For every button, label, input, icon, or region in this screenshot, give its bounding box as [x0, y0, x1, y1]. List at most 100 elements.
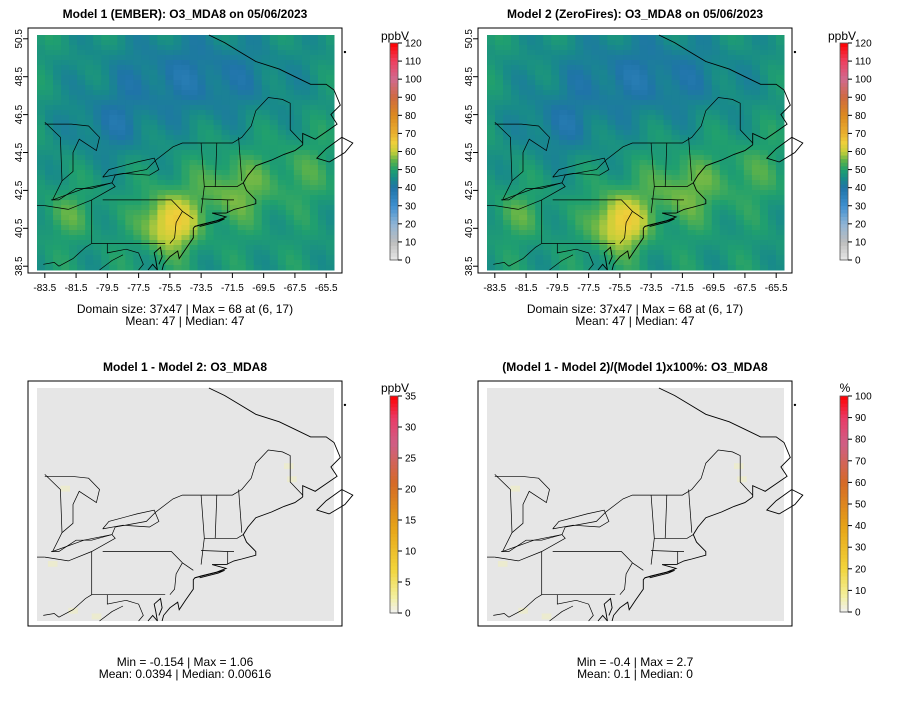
- heatmap-cell: [775, 260, 785, 266]
- heatmap-cell: [109, 225, 118, 231]
- heatmap-cell: [325, 45, 335, 51]
- heatmap-cell: [623, 105, 632, 111]
- heatmap-cell: [719, 55, 729, 61]
- colorbar-tick-label: 40: [855, 183, 867, 194]
- heatmap-cell: [221, 195, 231, 201]
- heatmap-cell: [527, 130, 536, 136]
- heatmap-cell: [237, 35, 247, 41]
- heatmap-cell: [221, 135, 231, 141]
- heatmap-cell: [583, 125, 592, 131]
- heatmap-cell: [213, 240, 223, 246]
- heatmap-cell: [711, 60, 721, 66]
- heatmap-cell: [663, 240, 673, 246]
- heatmap-cell: [655, 185, 665, 191]
- heatmap-cell: [647, 40, 657, 46]
- colorbar-swatch: [390, 547, 398, 552]
- heatmap-cell: [317, 245, 327, 251]
- heatmap-cell: [213, 250, 223, 256]
- heatmap-cell: [631, 35, 641, 41]
- heatmap-cell: [285, 40, 295, 46]
- heatmap-cell: [69, 125, 78, 131]
- heatmap-cell: [293, 230, 303, 236]
- heatmap-cell: [45, 45, 54, 51]
- heatmap-cell: [655, 90, 665, 96]
- heatmap-cell: [639, 215, 649, 221]
- heatmap-cell: [261, 120, 271, 126]
- heatmap-cell: [719, 100, 729, 106]
- heatmap-cell: [631, 95, 641, 101]
- heatmap-cell: [639, 60, 649, 66]
- heatmap-cell: [623, 70, 632, 76]
- heatmap-cell: [751, 90, 761, 96]
- heatmap-cell: [197, 200, 207, 206]
- heatmap-cell: [559, 50, 568, 56]
- border-path: [44, 449, 303, 553]
- heatmap-cell: [615, 150, 624, 156]
- coastline-path: [611, 144, 753, 271]
- heatmap-cell: [551, 165, 560, 171]
- heatmap-cell: [591, 55, 600, 61]
- heatmap-cell: [109, 150, 118, 156]
- heatmap-cell: [519, 150, 528, 156]
- heatmap-cell: [495, 200, 504, 206]
- heatmap-cell: [679, 220, 689, 226]
- heatmap-cell: [559, 150, 568, 156]
- heatmap-cell: [309, 140, 319, 146]
- colorbar-swatch: [840, 536, 848, 541]
- heatmap-cell: [599, 90, 608, 96]
- heatmap-cell: [687, 40, 697, 46]
- heatmap-cell: [671, 135, 681, 141]
- heatmap-cell: [325, 255, 335, 261]
- heatmap-cell: [599, 75, 608, 81]
- heatmap-cell: [655, 65, 665, 71]
- heatmap-cell: [93, 80, 102, 86]
- colorbar-swatch: [840, 450, 848, 454]
- heatmap-cell: [663, 225, 673, 231]
- heatmap-cell: [101, 165, 110, 171]
- border-path: [182, 562, 194, 571]
- x-axis-ticks: -83.5 -81.5 -79.5 -77.5 -75.5 -73.5 -71.5 -69.5…: [33, 273, 338, 294]
- heatmap-cell: [133, 190, 142, 196]
- heatmap-cell: [591, 50, 600, 56]
- heatmap-cell: [85, 85, 94, 91]
- heatmap-cell: [503, 85, 512, 91]
- heatmap-cell: [189, 115, 199, 121]
- heatmap-cell: [623, 115, 632, 121]
- heatmap-cell: [69, 235, 78, 241]
- heatmap-cell: [567, 40, 576, 46]
- heatmap-cell: [213, 220, 223, 226]
- colorbar-swatch: [840, 446, 848, 451]
- heatmap-cell: [775, 225, 785, 231]
- heatmap-cell: [639, 95, 649, 101]
- heatmap-cell: [671, 255, 681, 261]
- heatmap-cell: [85, 200, 94, 206]
- heatmap-cell: [631, 215, 641, 221]
- heatmap-cell: [101, 170, 110, 176]
- colorbar-swatch: [840, 576, 848, 580]
- heatmap-cell: [301, 200, 311, 206]
- heatmap-cell: [647, 60, 657, 66]
- heatmap-cell: [173, 160, 182, 166]
- heatmap-cell: [567, 50, 576, 56]
- heatmap-cell: [719, 145, 729, 151]
- heatmap-cell: [133, 75, 142, 81]
- heatmap-cell: [551, 170, 560, 176]
- colorbar-swatch: [840, 82, 848, 87]
- heatmap-cell: [543, 145, 552, 151]
- heatmap-cell: [559, 210, 568, 216]
- heatmap-cell: [687, 90, 697, 96]
- colorbar-swatch: [840, 540, 848, 544]
- heatmap-cell: [285, 140, 295, 146]
- heatmap-cell: [767, 85, 777, 91]
- heatmap-cell: [237, 265, 247, 271]
- heatmap-cell: [679, 40, 689, 46]
- heatmap-cell: [181, 110, 191, 116]
- heatmap-cell: [703, 110, 713, 116]
- heatmap-cell: [141, 225, 150, 231]
- colorbar-swatch: [390, 90, 398, 95]
- heatmap-cell: [133, 80, 142, 86]
- heatmap-cell: [69, 55, 78, 61]
- heatmap-cell: [671, 35, 681, 41]
- heatmap-cell: [245, 90, 255, 96]
- heatmap-cell: [567, 170, 576, 176]
